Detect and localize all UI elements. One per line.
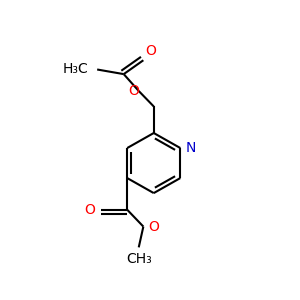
- Text: O: O: [85, 203, 95, 217]
- Text: N: N: [186, 141, 196, 155]
- Text: O: O: [128, 84, 139, 98]
- Text: CH₃: CH₃: [126, 252, 152, 266]
- Text: O: O: [149, 220, 160, 234]
- Text: O: O: [145, 44, 156, 58]
- Text: H₃C: H₃C: [62, 62, 88, 76]
